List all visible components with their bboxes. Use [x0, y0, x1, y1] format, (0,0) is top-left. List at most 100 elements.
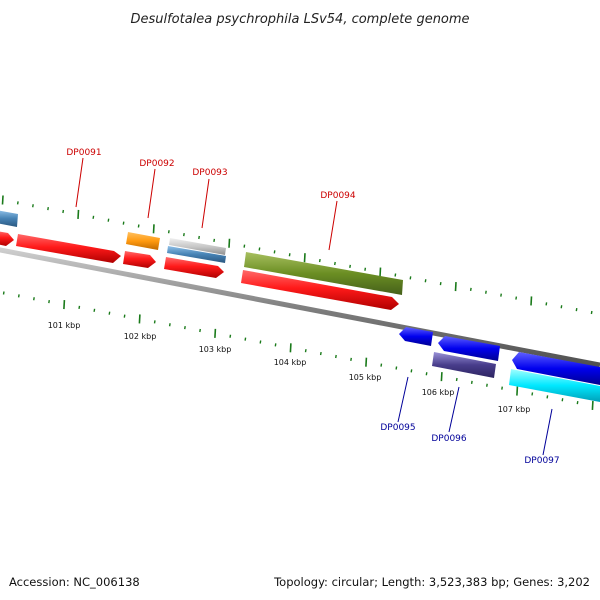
reverse-genes: [399, 327, 600, 402]
inner-minor-tick: [123, 314, 126, 318]
inner-minor-tick: [199, 328, 201, 333]
inner-minor-tick: [78, 305, 81, 310]
gene-arrow-dp0093-top[interactable]: [169, 238, 226, 255]
tick-labels: 101 kbp 102 kbp 103 kbp 104 kbp 105 kbp …: [48, 321, 531, 414]
inner-major-tick: [365, 357, 368, 367]
outer-minor-tick: [167, 230, 170, 234]
outer-minor-tick: [469, 287, 472, 292]
inner-minor-tick: [304, 349, 307, 353]
inner-minor-tick: [410, 369, 413, 373]
gene-arrow-dp0095[interactable]: [399, 327, 433, 346]
inner-minor-tick: [33, 297, 35, 301]
inner-minor-tick: [259, 340, 262, 344]
gene-label-dp0097[interactable]: DP0097: [524, 456, 559, 466]
tick-label-105: 105 kbp: [349, 373, 382, 382]
outer-minor-tick: [288, 253, 291, 257]
map-title: Desulfotalea psychrophila LSv54, complet…: [130, 12, 469, 27]
inner-minor-tick: [229, 334, 232, 338]
gene-arrow-dp0096-top[interactable]: [438, 336, 500, 361]
inner-major-tick: [289, 343, 292, 353]
gene-label-dp0091[interactable]: DP0091: [66, 148, 101, 158]
gene-label-dp0096[interactable]: DP0096: [431, 434, 467, 444]
forward-genes: [0, 210, 403, 310]
tick-label-102: 102 kbp: [124, 332, 157, 341]
gene-arrow-dp0093[interactable]: [167, 246, 226, 263]
inner-minor-tick: [2, 291, 5, 295]
inner-minor-tick: [244, 337, 247, 341]
inner-minor-tick: [108, 311, 111, 315]
outer-minor-tick: [62, 209, 65, 214]
inner-minor-tick: [531, 392, 534, 396]
inner-minor-tick: [486, 383, 488, 387]
outer-major-tick: [77, 209, 80, 219]
outer-major-tick: [152, 224, 155, 234]
inner-minor-tick: [380, 363, 383, 367]
accession-text: Accession: NC_006138: [9, 575, 140, 589]
inner-minor-tick: [425, 372, 428, 376]
outer-minor-tick: [500, 293, 502, 297]
genome-backbone: [0, 247, 600, 368]
gene-label-dp0093[interactable]: DP0093: [192, 168, 227, 178]
outer-minor-tick: [439, 282, 442, 286]
inner-minor-tick: [455, 377, 458, 382]
inner-minor-tick: [501, 386, 503, 390]
outer-major-tick: [530, 296, 533, 306]
inner-major-tick: [138, 314, 141, 324]
outer-minor-tick: [213, 238, 216, 242]
gene-arrow-dp0093b[interactable]: [164, 257, 224, 278]
gene-arrow-dp0094b[interactable]: [241, 270, 399, 310]
inner-minor-tick: [576, 400, 579, 405]
outer-minor-tick: [122, 221, 125, 225]
inner-major-tick: [440, 372, 443, 382]
outer-minor-tick: [590, 310, 593, 315]
inner-minor-tick: [17, 294, 20, 298]
gene-arrow-dp0094[interactable]: [244, 252, 403, 295]
inner-major-tick: [214, 328, 217, 338]
gene-label-leaders: [75, 157, 553, 456]
inner-minor-tick: [153, 320, 156, 324]
outer-major-tick: [228, 238, 231, 248]
gene-arrow-dp0091[interactable]: [16, 234, 121, 263]
gene-arrow-dp0092b[interactable]: [123, 251, 156, 268]
gene-label-dp0094[interactable]: DP0094: [320, 191, 356, 201]
gene-arrow-dp0096[interactable]: [432, 352, 496, 378]
topology-text: Topology: circular; Length: 3,523,383 bp…: [273, 575, 590, 589]
inner-tick-row: [2, 291, 594, 411]
outer-minor-tick: [243, 244, 246, 248]
inner-minor-tick: [184, 325, 186, 330]
outer-minor-tick: [258, 247, 261, 251]
inner-minor-tick: [93, 308, 96, 312]
outer-tick-row: [1, 195, 593, 315]
gene-arrow-dp0092[interactable]: [126, 232, 160, 250]
inner-minor-tick: [274, 343, 277, 347]
outer-minor-tick: [485, 290, 487, 294]
inner-minor-tick: [48, 300, 50, 304]
outer-minor-tick: [273, 250, 276, 254]
gene-arrow-partial-left-steel: [0, 210, 18, 227]
gene-label-dp0092[interactable]: DP0092: [139, 159, 174, 169]
outer-minor-tick: [560, 305, 563, 309]
tick-label-101: 101 kbp: [48, 321, 81, 330]
outer-minor-tick: [32, 204, 34, 208]
inner-minor-tick: [350, 357, 352, 361]
gene-arrow-dp0097-top[interactable]: [512, 352, 600, 385]
outer-major-tick: [454, 281, 457, 292]
inner-minor-tick: [395, 366, 398, 370]
outer-minor-tick: [183, 232, 185, 237]
outer-minor-tick: [364, 267, 367, 271]
gene-labels: DP0091 DP0092 DP0093 DP0094 DP0095 DP009…: [66, 148, 559, 466]
inner-major-tick: [516, 386, 519, 396]
inner-major-tick: [63, 299, 66, 310]
outer-minor-tick: [334, 261, 336, 266]
inner-major-tick: [591, 400, 594, 411]
outer-minor-tick: [394, 273, 397, 277]
outer-minor-tick: [198, 235, 200, 240]
outer-minor-tick: [92, 215, 95, 219]
gene-arrow-dp0097[interactable]: [509, 369, 600, 402]
outer-minor-tick: [349, 264, 351, 268]
tick-label-104: 104 kbp: [274, 358, 307, 367]
gene-label-dp0095[interactable]: DP0095: [380, 423, 415, 433]
outer-minor-tick: [16, 201, 19, 205]
outer-minor-tick: [409, 276, 412, 280]
